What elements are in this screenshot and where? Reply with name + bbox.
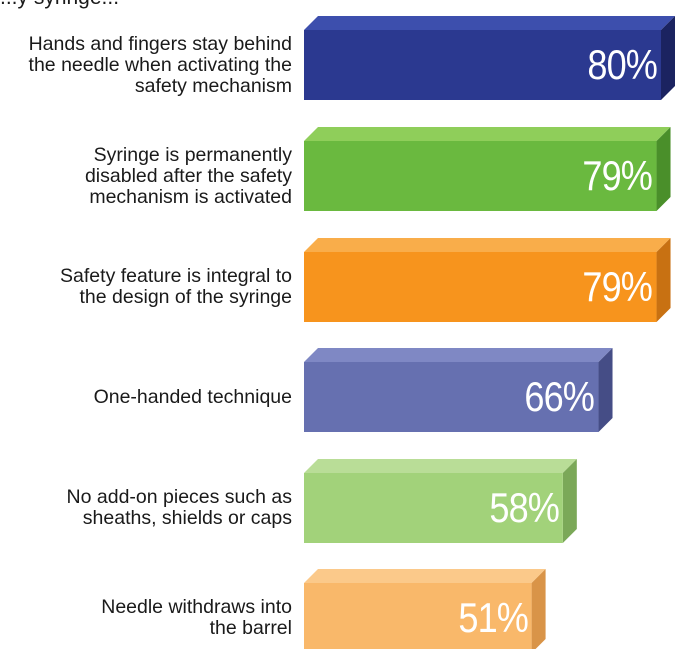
bar-top-face <box>304 569 546 583</box>
chart-title: ...y syringe... <box>0 0 119 8</box>
category-label-line: Safety feature is integral to <box>60 265 292 287</box>
category-label-line: disabled after the safety <box>84 164 292 187</box>
category-label-line: the needle when activating the <box>28 53 292 76</box>
bar <box>304 583 532 649</box>
bar <box>304 362 599 432</box>
category-label: Hands and fingers stay behind the needle … <box>0 30 292 100</box>
category-label-line: Needle withdraws into <box>101 596 292 618</box>
bar-group <box>304 16 675 100</box>
bar-side-face <box>656 127 671 211</box>
category-label: No add-on pieces such as sheaths, shields… <box>0 473 292 543</box>
category-label-line: the barrel <box>209 617 292 639</box>
category-label: Safety feature is integral to the design … <box>0 252 292 322</box>
bar <box>304 473 563 543</box>
bar-value-label: 58% <box>489 484 560 531</box>
bar-value-label: 79% <box>582 263 654 310</box>
bar-side-face <box>562 459 577 543</box>
bar-value-label: 51% <box>457 594 529 641</box>
category-label-line: No add-on pieces such as <box>66 486 292 508</box>
bar <box>304 30 661 100</box>
category-label-line: the design of the syringe <box>79 286 292 308</box>
bar <box>304 141 657 211</box>
bar-top-face <box>304 348 613 362</box>
bar-top-face <box>304 16 675 30</box>
category-label: Syringe is permanently disabled after the… <box>0 141 292 211</box>
category-label-line: sheaths, shields or caps <box>82 507 292 529</box>
bar-group <box>304 459 577 543</box>
bar-group <box>304 569 546 649</box>
bar-value-label: 66% <box>524 373 596 420</box>
category-label: Needle withdraws into the barrel <box>0 583 292 653</box>
bar-value-label: 79% <box>582 152 654 199</box>
bar-top-face <box>304 459 577 473</box>
bar-group <box>304 127 671 211</box>
bar-group <box>304 238 671 322</box>
bar-group <box>304 348 613 432</box>
category-label-line: Syringe is permanently <box>93 143 292 166</box>
bar-side-face <box>598 348 613 432</box>
bar-top-face <box>304 127 671 141</box>
category-label-line: One-handed technique <box>93 385 292 408</box>
category-label-line: Hands and fingers stay behind <box>28 32 292 55</box>
bar-top-face <box>304 238 671 252</box>
category-label-line: safety mechanism <box>134 74 292 97</box>
bar-side-face <box>656 238 671 322</box>
bar-value-label: 80% <box>587 41 658 88</box>
category-label: One-handed technique <box>0 362 292 432</box>
bar-side-face <box>531 569 546 649</box>
bar <box>304 252 657 322</box>
bar-side-face <box>661 16 675 100</box>
category-label-line: mechanism is activated <box>89 185 292 208</box>
